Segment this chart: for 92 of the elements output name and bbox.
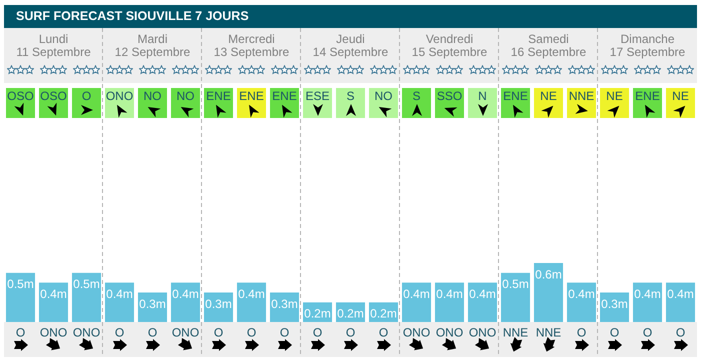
text: NO — [138, 88, 167, 118]
data-label: 0.5m — [7, 277, 34, 292]
bar — [104, 282, 134, 322]
data-label: 0.6m — [535, 267, 562, 282]
bar — [402, 282, 432, 322]
data-label: 0.5m — [502, 277, 529, 292]
x-tick-label: O — [576, 326, 586, 340]
x-tick-label: O — [642, 326, 652, 340]
text: NNE — [567, 88, 596, 118]
x-tick-label: O — [280, 326, 290, 340]
bar — [38, 282, 68, 322]
text: S — [402, 88, 431, 118]
data-label: 0.4m — [634, 286, 661, 301]
text: N — [468, 88, 497, 118]
x-tick-label: O — [148, 326, 158, 340]
data-label: 0.2m — [337, 306, 364, 321]
text: NE — [534, 88, 563, 118]
data-label: 0.4m — [469, 286, 496, 301]
x-tick-label: ONO — [468, 326, 496, 340]
x-tick-label: NNE — [536, 326, 562, 340]
text: 17 Septembre — [608, 45, 686, 59]
text: NE — [666, 88, 695, 118]
bar — [72, 272, 102, 322]
text: Mardi — [136, 32, 168, 46]
text: 13 Septembre — [212, 45, 290, 59]
bar — [666, 282, 696, 322]
text: SSO — [435, 88, 464, 118]
data-label: 0.4m — [172, 286, 199, 301]
text: S — [336, 88, 365, 118]
text: OSO — [6, 88, 35, 118]
bar — [236, 282, 266, 322]
x-tick-label: O — [312, 326, 322, 340]
x-tick-label: ONO — [172, 326, 200, 340]
x-tick-label: ONO — [40, 326, 68, 340]
data-label: 0.3m — [271, 296, 298, 311]
text: OSO — [39, 88, 68, 118]
text: ENE — [501, 88, 530, 118]
data-label: 0.2m — [304, 306, 331, 321]
x-tick-label: O — [214, 326, 224, 340]
text: 12 Septembre — [114, 45, 192, 59]
text: 16 Septembre — [510, 45, 588, 59]
x-tick-label: NNE — [502, 326, 528, 340]
x-tick-label: ONO — [436, 326, 464, 340]
text: ENE — [237, 88, 266, 118]
text: Samedi — [527, 32, 570, 46]
data-label: 0.3m — [601, 296, 628, 311]
bar — [6, 272, 36, 322]
bar — [170, 282, 200, 322]
text: Lundi — [38, 32, 70, 46]
bar — [500, 272, 530, 322]
data-label: 0.3m — [205, 296, 232, 311]
data-label: 0.5m — [73, 277, 100, 292]
x-tick-label: O — [610, 326, 620, 340]
text: O — [72, 88, 101, 118]
text: ENE — [270, 88, 299, 118]
x-tick-label: O — [246, 326, 256, 340]
bar — [566, 282, 596, 322]
data-label: 0.4m — [403, 286, 430, 301]
text: NO — [369, 88, 398, 118]
chart-title: SURF FORECAST SIOUVILLE 7 JOURS — [4, 5, 697, 28]
text: 15 Septembre — [410, 45, 488, 59]
bar — [434, 282, 464, 322]
data-label: 0.4m — [106, 286, 133, 301]
text: ESE — [303, 88, 332, 118]
x-tick-label: O — [114, 326, 124, 340]
bar — [534, 263, 564, 322]
x-tick-label: ONO — [72, 326, 100, 340]
data-label: 0.3m — [139, 296, 166, 311]
text: Jeudi — [335, 32, 366, 46]
x-tick-label: O — [378, 326, 388, 340]
x-tick-label: ONO — [402, 326, 430, 340]
text: Mercredi — [227, 32, 276, 46]
text: ONO — [105, 88, 134, 118]
data-label: 0.4m — [568, 286, 595, 301]
x-tick-label: O — [346, 326, 356, 340]
bar — [468, 282, 498, 322]
bar — [632, 282, 662, 322]
x-tick-label: O — [676, 326, 686, 340]
text: Vendredi — [424, 32, 474, 46]
data-label: 0.4m — [238, 286, 265, 301]
x-tick-label: O — [16, 326, 26, 340]
data-label: 0.4m — [436, 286, 463, 301]
data-label: 0.4m — [40, 286, 67, 301]
text: ENE — [204, 88, 233, 118]
text: NO — [171, 88, 200, 118]
text: ENE — [633, 88, 662, 118]
text: NE — [600, 88, 629, 118]
text: 11 Septembre — [15, 45, 92, 59]
data-label: 0.2m — [370, 306, 397, 321]
text: Dimanche — [619, 32, 676, 46]
text: 14 Septembre — [312, 45, 390, 59]
data-label: 0.4m — [667, 286, 694, 301]
